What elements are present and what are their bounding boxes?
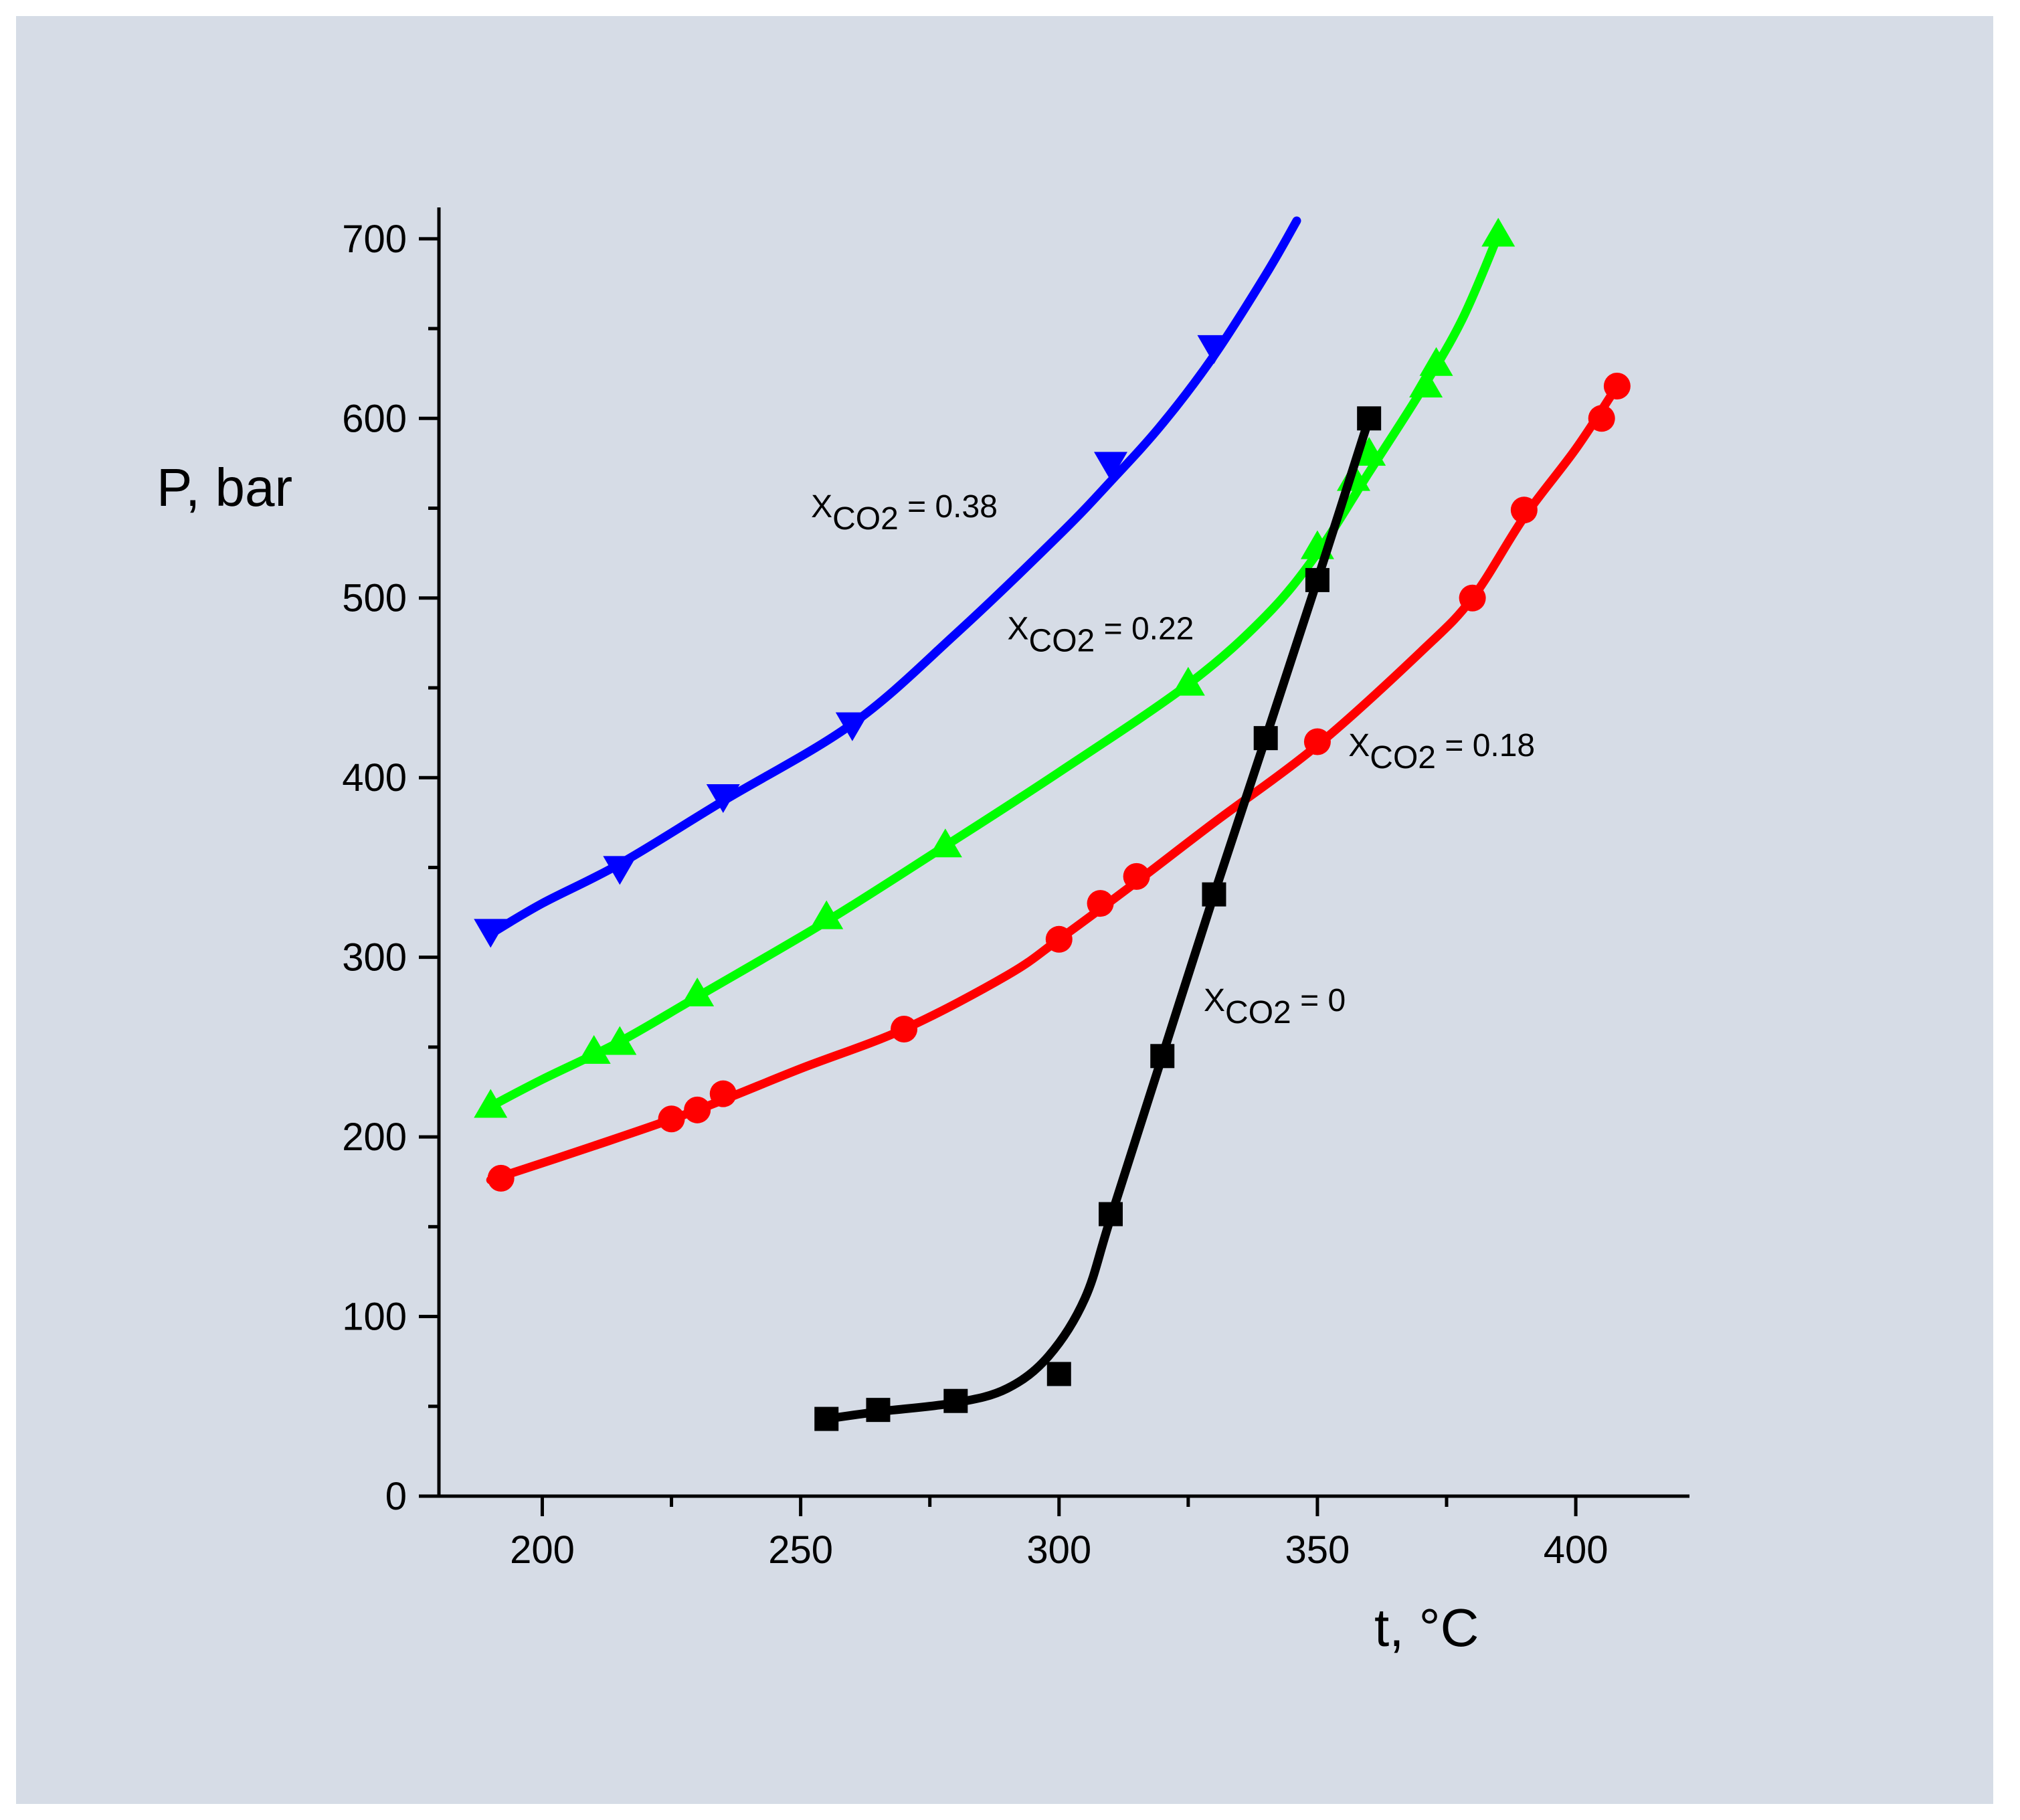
series-0	[474, 216, 1301, 948]
y-tick-label: 700	[342, 217, 407, 261]
data-point	[1588, 405, 1615, 432]
data-point	[487, 1164, 515, 1192]
y-tick-label: 100	[342, 1295, 407, 1339]
y-tick-label: 500	[342, 577, 407, 620]
series-label-value: = 0.18	[1436, 728, 1535, 763]
data-point	[680, 978, 715, 1007]
data-point	[577, 1034, 611, 1064]
series-label-base: X	[811, 489, 832, 525]
data-point	[1253, 726, 1278, 751]
chart-frame: 0 100 200 300 400 500 600 700 200 250 300 350 400 X…	[16, 16, 1993, 1804]
x-tick-label: 300	[1026, 1528, 1091, 1572]
x-tick-label: 200	[510, 1528, 575, 1572]
series-line	[822, 414, 1374, 1424]
data-point	[1481, 217, 1516, 247]
series-label-value: = 0.38	[899, 489, 998, 525]
y-axis-title: P, bar	[157, 458, 292, 517]
series-label-value: = 0	[1291, 983, 1346, 1018]
y-tick-label: 200	[342, 1115, 407, 1159]
series-label: XCO2 = 0	[1204, 983, 1346, 1030]
data-point	[1046, 1362, 1071, 1386]
data-point	[603, 856, 637, 885]
data-point	[1045, 925, 1073, 953]
x-tick-label: 400	[1544, 1528, 1609, 1572]
series-label-subscript: CO2	[1225, 995, 1291, 1030]
series-label: XCO2 = 0.22	[1008, 611, 1194, 658]
series-line	[486, 381, 1622, 1184]
data-point	[706, 784, 740, 814]
axes: 0 100 200 300 400 500 600 700 200 250 300 350 400	[342, 207, 1689, 1572]
x-tick-label: 350	[1285, 1528, 1350, 1572]
data-point	[1603, 372, 1631, 399]
y-tick-label: 300	[342, 936, 407, 980]
data-point	[928, 828, 962, 858]
series-label-base: X	[1008, 611, 1029, 646]
data-point	[835, 712, 869, 741]
series-label-base: X	[1204, 983, 1225, 1018]
data-point	[891, 1016, 918, 1043]
data-point	[474, 919, 508, 948]
data-point	[603, 1026, 637, 1055]
series-line	[486, 231, 1503, 1111]
series-label-subscript: CO2	[1029, 623, 1095, 658]
data-point	[1459, 584, 1486, 612]
data-point	[1305, 567, 1329, 592]
data-point	[1202, 882, 1226, 907]
data-point	[1197, 335, 1231, 364]
data-point	[1303, 728, 1331, 755]
data-point	[866, 1398, 891, 1423]
data-point	[1510, 496, 1538, 524]
data-point	[1357, 406, 1382, 431]
y-ticks: 0 100 200 300 400 500 600 700	[342, 217, 439, 1518]
data-point	[1409, 368, 1443, 397]
y-tick-label: 400	[342, 756, 407, 800]
data-point	[943, 1388, 968, 1413]
data-point	[810, 900, 844, 929]
x-tick-label: 250	[768, 1528, 833, 1572]
data-point	[1419, 347, 1453, 376]
series-label-subscript: CO2	[1370, 740, 1436, 776]
series-label-subscript: CO2	[832, 501, 899, 537]
series-group	[474, 216, 1631, 1431]
data-point	[709, 1080, 737, 1107]
x-ticks: 200 250 300 350 400	[510, 1496, 1608, 1572]
data-point	[1123, 862, 1150, 890]
series-label: XCO2 = 0.18	[1348, 728, 1535, 776]
data-point	[684, 1096, 711, 1123]
data-point	[474, 1089, 508, 1118]
data-point	[1087, 890, 1114, 917]
data-point	[814, 1406, 839, 1431]
x-axis-title: t, °C	[1374, 1598, 1479, 1657]
y-tick-label: 600	[342, 397, 407, 440]
pressure-temperature-chart: 0 100 200 300 400 500 600 700 200 250 300 350 400 X…	[157, 207, 1689, 1657]
series-3	[814, 406, 1382, 1431]
series-2	[486, 372, 1631, 1192]
y-tick-label: 0	[385, 1475, 407, 1518]
data-point	[658, 1105, 685, 1133]
data-point	[1094, 452, 1128, 481]
series-line	[486, 216, 1301, 939]
series-label: XCO2 = 0.38	[811, 489, 998, 537]
data-point	[1099, 1202, 1123, 1226]
series-label-value: = 0.22	[1095, 611, 1194, 646]
series-label-base: X	[1348, 728, 1370, 763]
data-point	[1171, 666, 1205, 696]
data-point	[1150, 1044, 1175, 1069]
